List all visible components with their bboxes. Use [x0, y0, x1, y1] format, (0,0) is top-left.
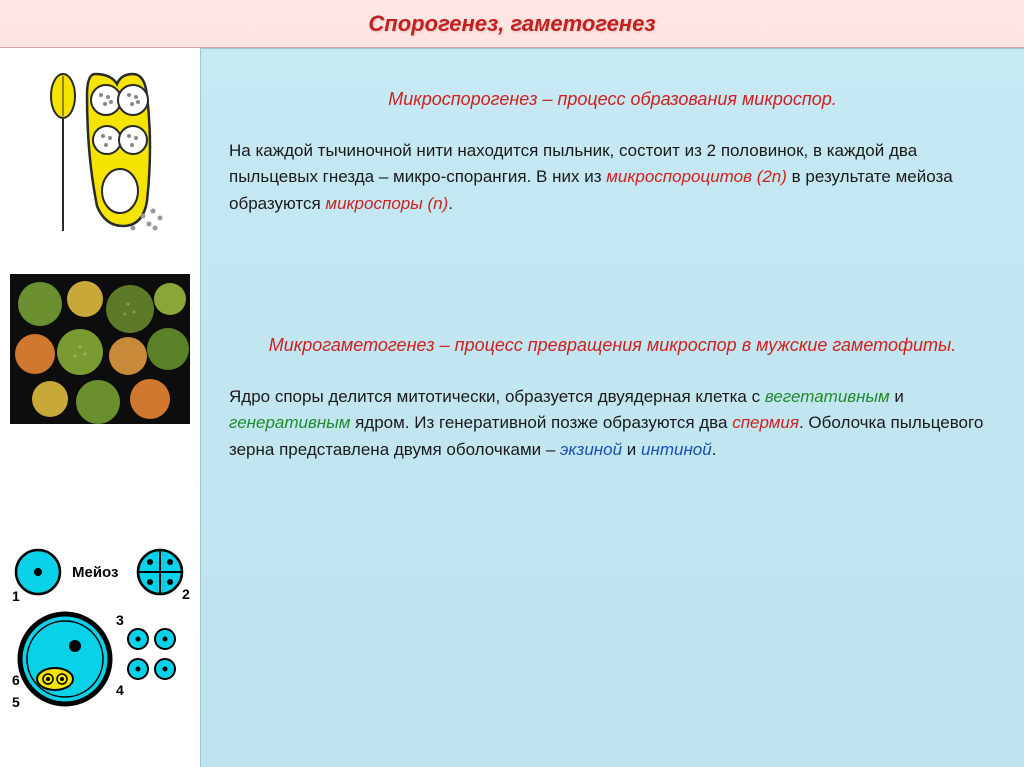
text-s1e: . [448, 194, 453, 213]
text-s2k: . [712, 440, 717, 459]
meiosis-label-2: 2 [182, 586, 190, 602]
text-s2f: спермия [732, 413, 799, 432]
section2-paragraph: Ядро споры делится митотически, образует… [229, 384, 996, 463]
section2-title: Микрогаметогенез – процесс превращения м… [229, 335, 996, 356]
content-panel: Микроспорогенез – процесс образования ми… [200, 48, 1024, 767]
text-s1d: микроспоры (n) [325, 194, 448, 213]
anther-illustration [25, 66, 175, 236]
meiosis-diagram: 1 Мейоз 2 3 4 5 6 [10, 544, 190, 719]
text-s2e: ядром. Из генеративной позже образуются … [350, 413, 732, 432]
meiosis-label-1: 1 [12, 588, 20, 604]
meiosis-label-4: 4 [116, 682, 124, 698]
page-title: Спорогенез, гаметогенез [368, 11, 655, 37]
text-s2j: интиной [641, 440, 712, 459]
meiosis-label-5: 5 [12, 694, 20, 710]
meiosis-label-6: 6 [12, 672, 20, 688]
text-s2h: экзиной [560, 440, 622, 459]
header-bar: Спорогенез, гаметогенез [0, 0, 1024, 48]
meiosis-label-center: Мейоз [72, 564, 118, 581]
text-s2c: и [890, 387, 904, 406]
text-s1b: микроспороцитов (2n) [606, 167, 787, 186]
text-s2a: Ядро споры делится митотически, образует… [229, 387, 765, 406]
left-image-column: 1 Мейоз 2 3 4 5 6 [0, 48, 200, 767]
meiosis-label-3: 3 [116, 612, 124, 628]
text-s2d: генеративным [229, 413, 350, 432]
text-s2i: и [622, 440, 641, 459]
main-layout: 1 Мейоз 2 3 4 5 6 Микроспорогенез – проц… [0, 48, 1024, 767]
section1-title: Микроспорогенез – процесс образования ми… [229, 89, 996, 110]
pollen-micrograph [10, 274, 190, 424]
spacer [229, 245, 996, 335]
text-s2b: вегетативным [765, 387, 890, 406]
section1-paragraph: На каждой тычиночной нити находится пыль… [229, 138, 996, 217]
